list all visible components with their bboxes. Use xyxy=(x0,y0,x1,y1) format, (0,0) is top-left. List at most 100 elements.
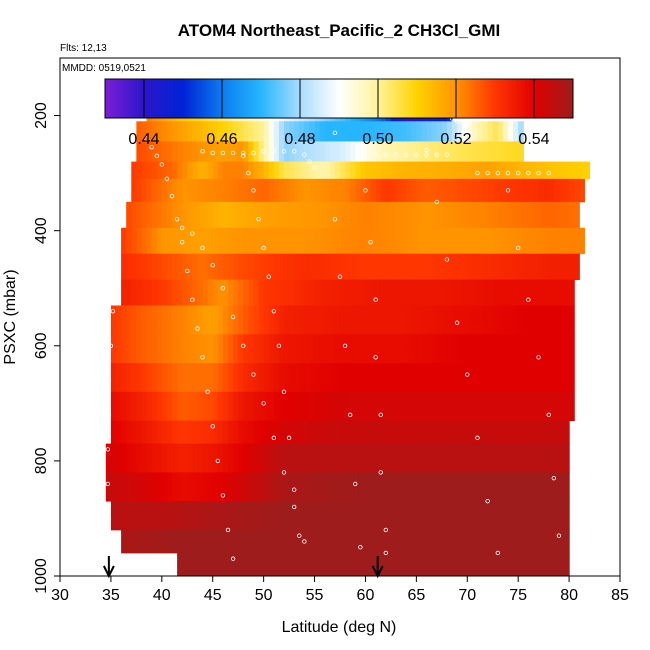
heat-cell xyxy=(533,178,540,203)
heat-cell xyxy=(345,363,351,393)
heat-cell xyxy=(513,443,519,473)
heat-cell xyxy=(141,501,148,531)
heat-cell xyxy=(192,472,199,502)
track-point xyxy=(251,372,256,377)
heat-cell xyxy=(233,161,239,180)
heat-cell xyxy=(452,279,458,306)
heat-cell xyxy=(192,552,199,577)
track-point xyxy=(337,274,343,279)
heat-cell xyxy=(187,552,193,577)
heat-cell xyxy=(452,420,458,445)
heat-cell xyxy=(187,141,193,162)
heat-cell xyxy=(513,305,519,335)
heat-cell xyxy=(217,501,224,531)
track-point xyxy=(220,150,226,156)
heat-cell xyxy=(284,121,290,142)
heat-cell xyxy=(390,529,397,554)
heat-cell xyxy=(431,279,438,306)
heat-cell xyxy=(136,279,143,306)
heat-cell xyxy=(202,227,209,255)
heat-cell xyxy=(482,529,489,554)
heat-cell xyxy=(131,420,137,445)
heat-cell xyxy=(217,161,224,180)
heat-cell xyxy=(452,253,458,280)
heat-cell xyxy=(268,227,275,255)
heat-cell xyxy=(436,227,443,255)
heat-cell xyxy=(243,529,249,554)
heat-cell xyxy=(345,552,351,577)
heat-cell xyxy=(396,201,402,229)
heat-cell xyxy=(548,443,555,473)
heat-cell xyxy=(289,279,295,306)
heat-cell xyxy=(482,552,489,577)
heat-cell xyxy=(253,529,260,554)
heat-cell xyxy=(284,178,290,203)
heat-cell xyxy=(284,363,290,393)
heat-cell xyxy=(334,420,341,445)
track-point xyxy=(373,355,378,360)
heat-cell xyxy=(253,227,260,255)
heat-cell xyxy=(452,178,458,203)
heat-cell xyxy=(543,391,550,421)
heat-cell xyxy=(202,305,209,335)
heat-cell xyxy=(406,161,412,180)
heat-cell xyxy=(365,161,372,180)
heat-cell xyxy=(284,391,290,421)
track-point xyxy=(536,355,541,360)
heat-cell xyxy=(146,161,153,180)
heat-cell xyxy=(421,178,428,203)
heat-cell xyxy=(492,529,499,554)
heat-cell xyxy=(299,363,305,393)
heat-cell xyxy=(253,334,260,364)
heat-cell xyxy=(131,161,137,180)
heat-cell xyxy=(457,443,463,473)
heat-cell xyxy=(136,443,143,473)
track-point xyxy=(230,150,236,156)
heat-cell xyxy=(182,253,188,280)
heat-cell xyxy=(258,420,265,445)
heat-cell xyxy=(365,443,372,473)
heat-cell xyxy=(477,443,484,473)
track-point xyxy=(261,149,266,154)
heat-cell xyxy=(258,391,265,421)
heat-cell xyxy=(228,141,234,162)
heat-cell xyxy=(533,253,540,280)
heat-cell xyxy=(228,552,234,577)
heat-cell xyxy=(126,279,132,306)
heat-cell xyxy=(334,529,341,554)
heat-cell xyxy=(406,121,412,142)
heat-cell xyxy=(421,227,428,255)
heat-cell xyxy=(222,501,229,531)
track-point xyxy=(515,245,521,251)
heat-cell xyxy=(329,279,336,306)
heat-cell xyxy=(446,552,453,577)
track-point xyxy=(332,216,338,222)
heat-cell xyxy=(472,334,479,364)
heat-cell xyxy=(263,529,270,554)
heat-cell xyxy=(421,529,428,554)
heat-cell xyxy=(146,279,153,306)
heat-cell xyxy=(467,305,473,335)
heat-cell xyxy=(340,141,346,162)
heat-cell xyxy=(212,121,219,142)
heat-cell xyxy=(365,472,372,502)
heat-cell xyxy=(228,201,234,229)
heat-cell xyxy=(182,391,188,421)
heat-cell xyxy=(172,391,178,421)
heat-cell xyxy=(350,529,356,554)
heat-cell xyxy=(319,363,326,393)
heat-cell xyxy=(222,141,229,162)
heat-cell xyxy=(273,552,280,577)
heat-cell xyxy=(558,305,565,335)
heat-cell xyxy=(217,391,224,421)
heat-cell xyxy=(385,391,392,421)
heat-cell xyxy=(569,161,575,180)
heat-cell xyxy=(207,501,214,531)
heat-cell xyxy=(212,279,219,306)
heat-cell xyxy=(350,552,356,577)
heat-cell xyxy=(482,443,489,473)
heat-cell xyxy=(304,391,311,421)
heat-cell xyxy=(187,443,193,473)
heat-cell xyxy=(513,141,519,162)
heat-cell xyxy=(528,279,535,306)
